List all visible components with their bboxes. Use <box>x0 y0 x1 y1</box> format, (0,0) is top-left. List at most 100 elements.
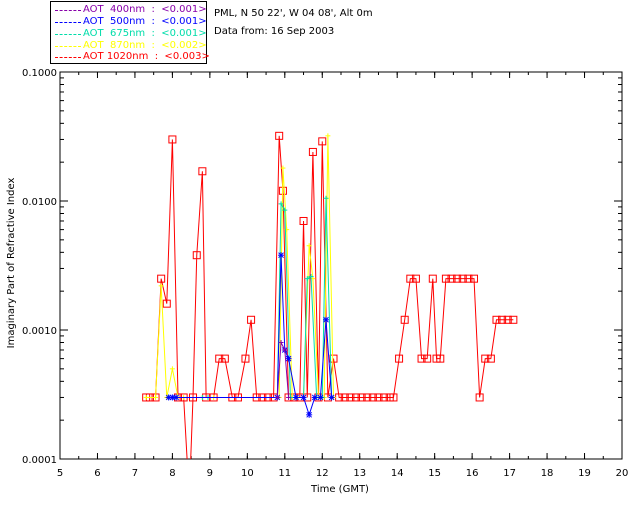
series-aot-400nm <box>274 340 292 400</box>
legend-swatch <box>55 57 81 58</box>
legend-swatch <box>55 34 81 35</box>
data-point <box>278 340 284 346</box>
data-point <box>464 274 473 283</box>
legend-label: AOT 500nm : <0.001> <box>83 16 207 27</box>
data-point <box>306 243 312 249</box>
data-point <box>280 165 286 171</box>
x-tick-label: 9 <box>207 468 213 479</box>
legend-item-675: AOT 675nm : <0.001> <box>51 28 207 40</box>
x-tick-label: 12 <box>316 468 329 479</box>
x-tick-label: 7 <box>132 468 138 479</box>
data-point <box>198 167 207 176</box>
site-info: PML, N 50 22', W 04 08', Alt 0m <box>214 8 373 19</box>
data-point <box>436 354 445 363</box>
data-point <box>400 315 409 324</box>
series-layer <box>142 131 518 459</box>
data-point <box>486 354 495 363</box>
series-line-aot-870nm <box>146 135 335 398</box>
data-point <box>374 393 383 402</box>
legend-item-1020: AOT 1020nm : <0.003> <box>51 51 210 63</box>
x-tick-label: 5 <box>57 468 63 479</box>
data-point <box>285 355 292 362</box>
data-point <box>346 393 355 402</box>
x-tick-label: 17 <box>503 468 516 479</box>
marker-stroke <box>328 394 335 401</box>
data-point <box>168 135 177 144</box>
data-point <box>278 201 284 207</box>
data-point <box>363 393 372 402</box>
data-point <box>153 394 159 400</box>
data-point <box>169 366 175 372</box>
marker-stroke <box>317 394 324 401</box>
marker-stroke <box>285 355 292 362</box>
data-point <box>411 274 420 283</box>
data-point <box>300 394 307 401</box>
data-point <box>157 274 166 283</box>
data-point <box>423 354 432 363</box>
data-point <box>458 274 467 283</box>
y-tick-label: 0.0100 <box>22 197 57 208</box>
marker-stroke <box>300 394 307 401</box>
legend-item-500: AOT 500nm : <0.001> <box>51 16 207 28</box>
data-point <box>323 195 329 201</box>
data-point <box>278 252 285 259</box>
data-point <box>325 133 331 139</box>
x-tick-label: 18 <box>541 468 554 479</box>
date-info: Data from: 16 Sep 2003 <box>214 26 335 37</box>
data-point <box>492 315 501 324</box>
data-point <box>498 315 507 324</box>
series-line-aot-400nm <box>276 340 290 398</box>
y-tick-label: 0.0001 <box>22 455 57 466</box>
data-point <box>317 394 324 401</box>
marker-stroke <box>306 411 313 418</box>
data-point <box>247 315 256 324</box>
data-point <box>143 394 149 400</box>
legend-item-870: AOT 870nm : <0.002> <box>51 40 207 52</box>
legend-label: AOT 675nm : <0.001> <box>83 28 207 39</box>
data-point <box>306 411 313 418</box>
data-point <box>351 393 360 402</box>
data-point <box>475 393 484 402</box>
data-point <box>406 274 415 283</box>
marker-stroke <box>311 394 318 401</box>
data-point <box>380 393 389 402</box>
data-point <box>220 354 229 363</box>
data-point <box>282 347 288 353</box>
data-point <box>308 147 317 156</box>
x-axis-label: Time (GMT) <box>310 484 369 495</box>
legend: AOT 400nm : <0.001> AOT 500nm : <0.001> … <box>50 1 210 64</box>
legend-swatch <box>55 46 81 47</box>
x-tick-label: 8 <box>169 468 175 479</box>
x-tick-label: 13 <box>353 468 366 479</box>
data-point <box>304 276 310 282</box>
data-point <box>323 316 330 323</box>
data-point <box>509 315 518 324</box>
data-point <box>286 394 292 400</box>
x-tick-label: 14 <box>391 468 404 479</box>
data-point <box>173 394 180 401</box>
data-point <box>215 354 224 363</box>
x-tick-label: 15 <box>428 468 441 479</box>
data-point <box>241 354 250 363</box>
data-point <box>299 216 308 225</box>
data-point <box>357 393 366 402</box>
data-point <box>470 274 479 283</box>
data-point <box>192 251 201 260</box>
data-point <box>389 393 398 402</box>
data-point <box>340 393 349 402</box>
data-point <box>293 394 300 401</box>
legend-swatch <box>55 10 81 11</box>
data-point <box>158 283 164 289</box>
x-tick-label: 6 <box>94 468 100 479</box>
series-aot-870nm <box>143 133 337 400</box>
legend-swatch <box>55 22 81 23</box>
data-point <box>328 394 335 401</box>
legend-label: AOT 870nm : <0.002> <box>83 40 207 51</box>
data-point <box>311 394 318 401</box>
series-aot-500nm <box>165 252 335 418</box>
data-point <box>318 137 327 146</box>
marker-stroke <box>293 394 299 401</box>
marker-stroke <box>323 316 329 323</box>
marker-stroke <box>173 394 180 401</box>
